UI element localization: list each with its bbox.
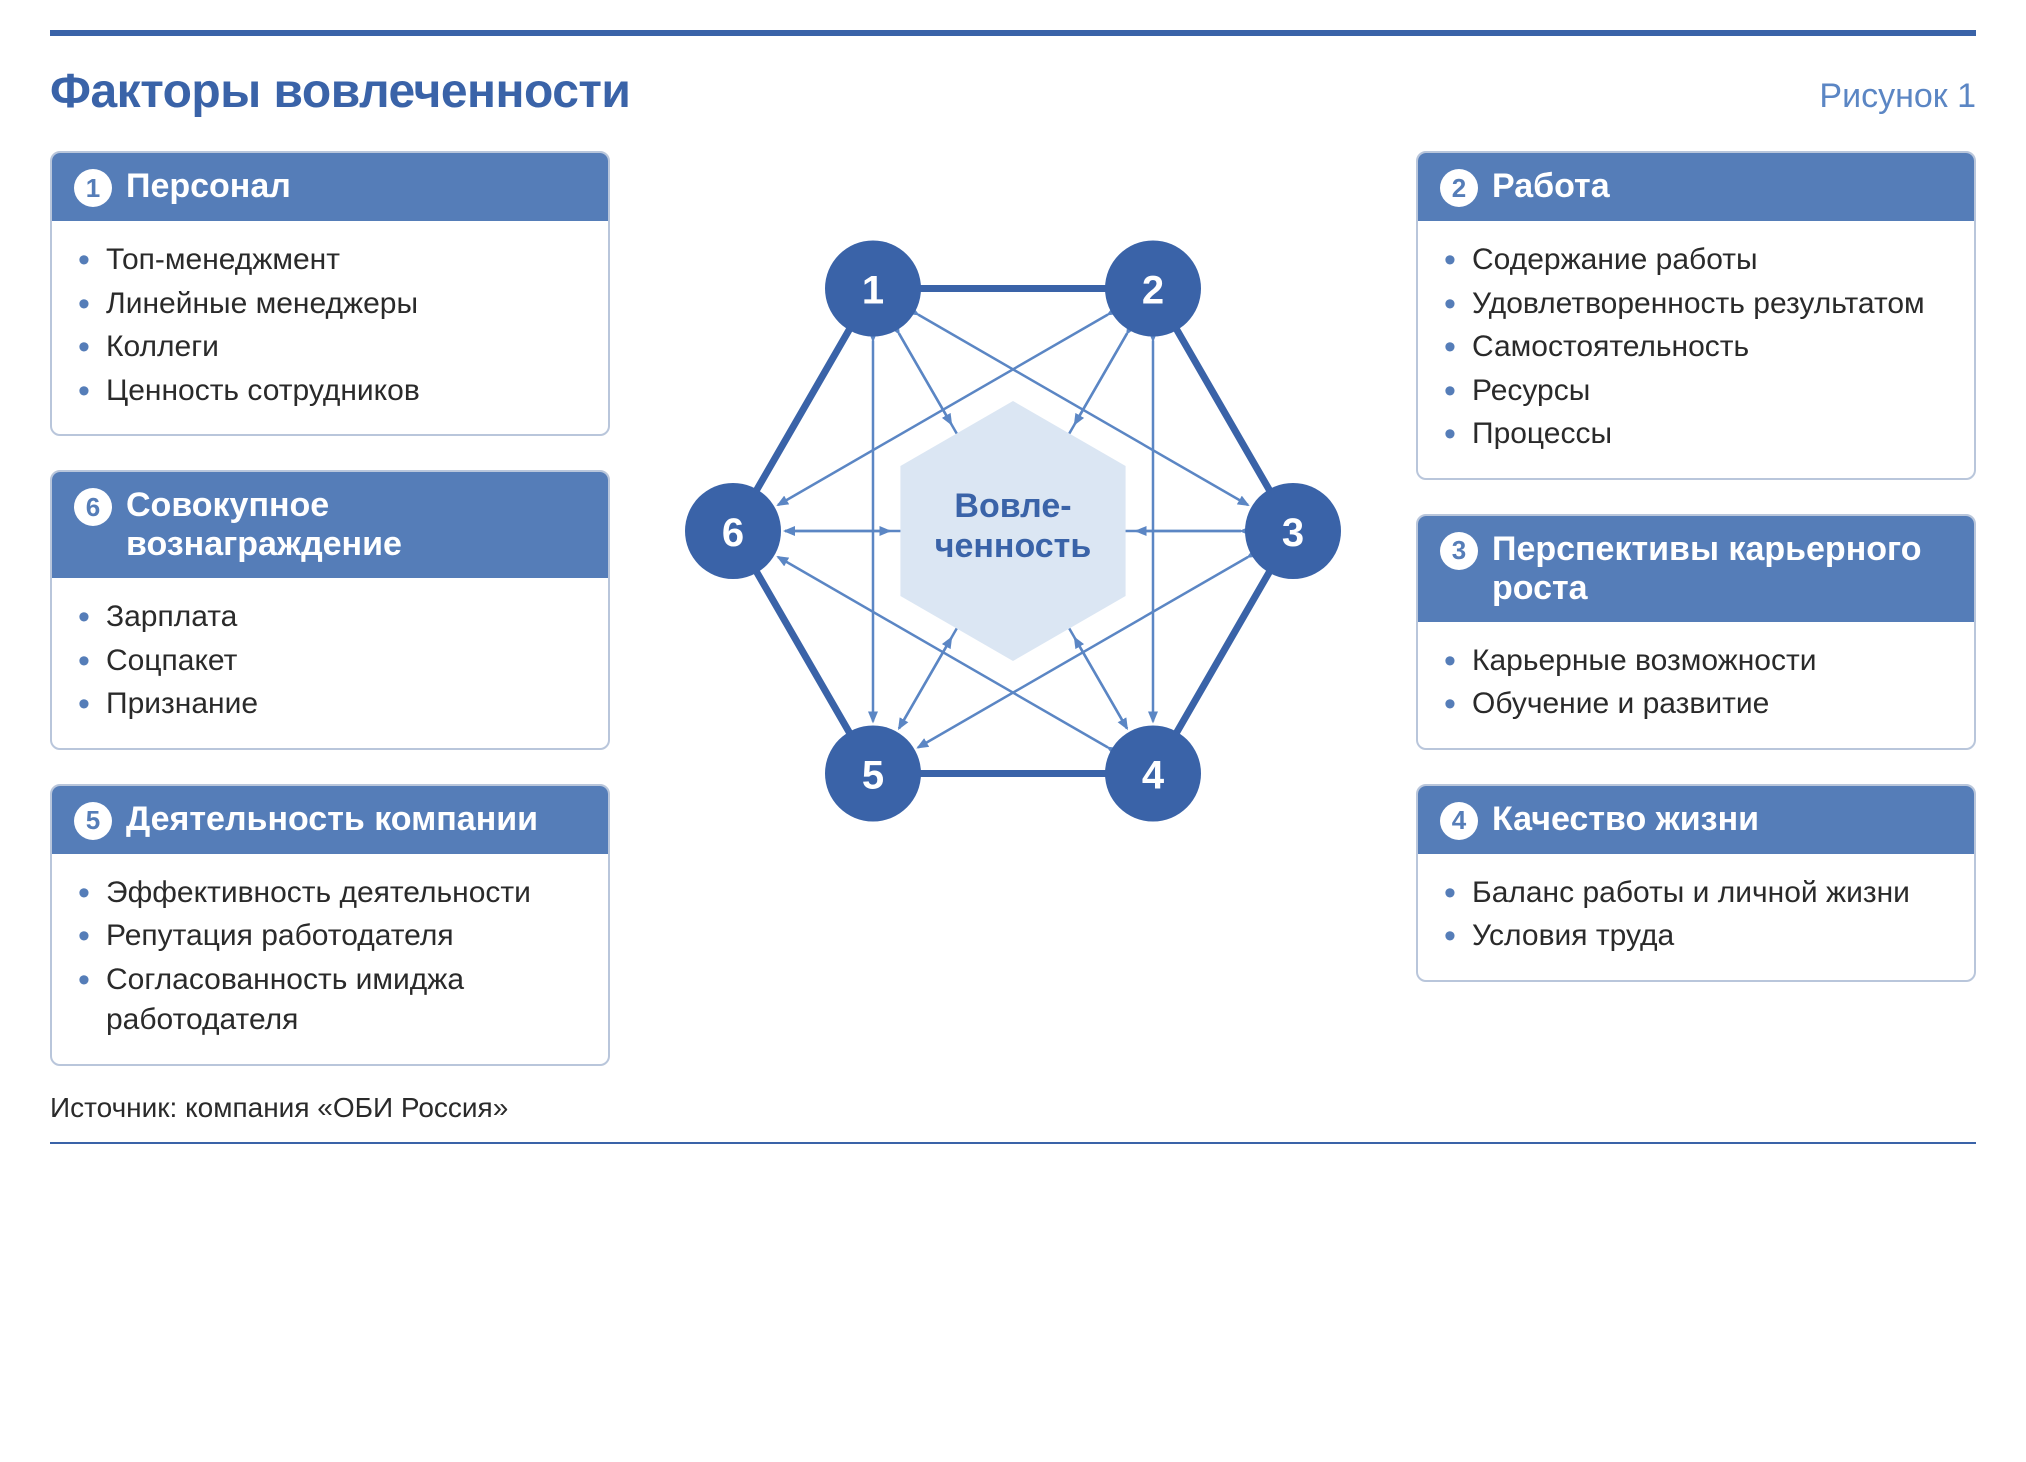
right-column: 2 Работа Содержание работыУдовлетворенност…: [1416, 151, 1976, 982]
card-badge-number: 4: [1440, 802, 1478, 840]
bottom-rule: [50, 1142, 1976, 1144]
hex-node-number: 6: [722, 511, 744, 555]
card-title: Совокупное вознаграждение: [126, 486, 586, 564]
core-label-line2: ченность: [935, 527, 1092, 565]
card-badge-number: 1: [74, 169, 112, 207]
card-header: 2 Работа: [1418, 153, 1974, 221]
card-bullet: Обучение и развитие: [1444, 684, 1948, 725]
card-body: Содержание работыУдовлетворенность резул…: [1418, 221, 1974, 478]
factor-card-2: 2 Работа Содержание работыУдовлетворенност…: [1416, 151, 1976, 480]
card-bullet: Эффективность деятель­ности: [78, 873, 582, 914]
card-bullet: Признание: [78, 684, 582, 725]
page-title: Факторы вовлеченности: [50, 64, 630, 119]
card-bullet: Процессы: [1444, 414, 1948, 455]
hex-node-number: 1: [862, 269, 884, 313]
diagram-center: Вовле-ченность 1 2 3 4 5 6: [630, 151, 1396, 911]
heading-row: Факторы вовлеченности Рисунок 1: [50, 64, 1976, 119]
card-badge-number: 6: [74, 488, 112, 526]
card-body: Баланс работы и личной жизниУсловия труд…: [1418, 854, 1974, 980]
card-bullet: Ценность сотрудников: [78, 371, 582, 412]
card-bullet: Репутация работодателя: [78, 916, 582, 957]
factor-card-6: 6 Совокупное вознаграждение ЗарплатаСоцпак…: [50, 470, 610, 750]
factor-card-4: 4 Качество жизни Баланс работы и личной жи…: [1416, 784, 1976, 982]
card-badge-number: 3: [1440, 532, 1478, 570]
card-bullet: Баланс работы и личной жизни: [1444, 873, 1948, 914]
card-header: 5 Деятельность компании: [52, 786, 608, 854]
factor-card-1: 1 Персонал Топ-менеджментЛинейные менеджер…: [50, 151, 610, 436]
card-bullet: Содержание работы: [1444, 240, 1948, 281]
card-badge-number: 5: [74, 802, 112, 840]
top-rule: [50, 30, 1976, 36]
left-column: 1 Персонал Топ-менеджментЛинейные менеджер…: [50, 151, 610, 1066]
card-badge-number: 2: [1440, 169, 1478, 207]
card-title: Работа: [1492, 167, 1610, 206]
layout: 1 Персонал Топ-менеджментЛинейные менеджер…: [50, 151, 1976, 1066]
card-header: 1 Персонал: [52, 153, 608, 221]
spoke-edge: [1075, 638, 1127, 728]
card-title: Персонал: [126, 167, 291, 206]
card-body: Карьерные возможностиОбучение и развитие: [1418, 622, 1974, 748]
network-diagram: Вовле-ченность 1 2 3 4 5 6: [633, 151, 1393, 911]
source-note: Источник: компания «ОБИ Россия»: [50, 1092, 1976, 1124]
card-bullet: Самостоятельность: [1444, 327, 1948, 368]
card-bullet: Условия труда: [1444, 916, 1948, 957]
card-body: Топ-менеджментЛинейные менеджерыКоллегиЦ…: [52, 221, 608, 434]
card-bullet: Карьерные возможности: [1444, 641, 1948, 682]
card-bullet: Топ-менеджмент: [78, 240, 582, 281]
card-title: Качество жизни: [1492, 800, 1759, 839]
factor-card-3: 3 Перспективы карьерного роста Карьерные в…: [1416, 514, 1976, 750]
card-bullet: Соцпакет: [78, 641, 582, 682]
card-bullet: Зарплата: [78, 597, 582, 638]
card-bullet: Удовлетворенность результатом: [1444, 284, 1948, 325]
hex-node-number: 3: [1282, 511, 1304, 555]
card-bullet: Линейные менеджеры: [78, 284, 582, 325]
hex-node-number: 4: [1142, 753, 1165, 797]
card-bullet: Согласованность ими­джа работодателя: [78, 960, 582, 1041]
card-bullet: Ресурсы: [1444, 371, 1948, 412]
hex-node-number: 2: [1142, 269, 1164, 313]
card-title: Деятельность компании: [126, 800, 538, 839]
card-bullet: Коллеги: [78, 327, 582, 368]
core-label-line1: Вовле-: [954, 487, 1071, 525]
spoke-edge: [899, 638, 951, 728]
card-title: Перспективы карьерного роста: [1492, 530, 1952, 608]
spoke-edge: [1075, 334, 1127, 424]
card-header: 6 Совокупное вознаграждение: [52, 472, 608, 578]
card-body: ЗарплатаСоцпакетПризнание: [52, 578, 608, 748]
card-header: 4 Качество жизни: [1418, 786, 1974, 854]
card-header: 3 Перспективы карьерного роста: [1418, 516, 1974, 622]
figure-label: Рисунок 1: [1819, 77, 1976, 116]
factor-card-5: 5 Деятельность компании Эффективность деят…: [50, 784, 610, 1066]
hex-node-number: 5: [862, 753, 884, 797]
card-body: Эффективность деятель­ностиРепутация раб…: [52, 854, 608, 1064]
spoke-edge: [899, 334, 951, 424]
